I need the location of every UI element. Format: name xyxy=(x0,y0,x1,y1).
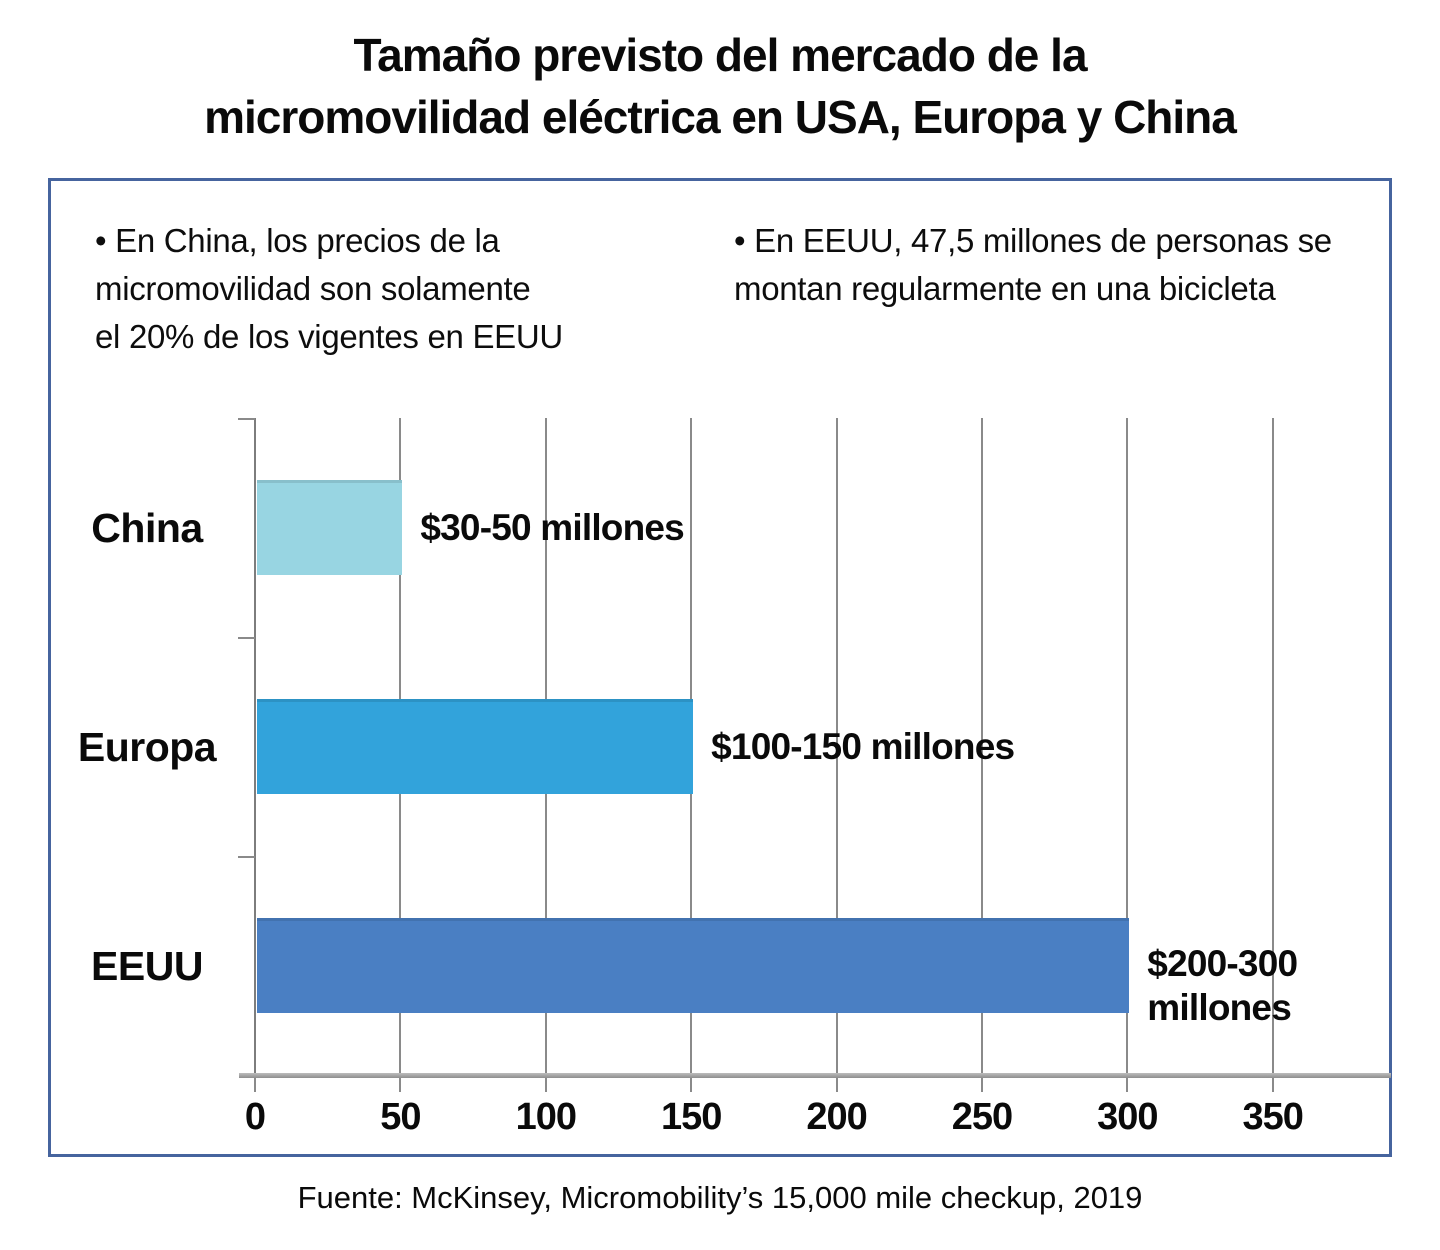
gridline-200 xyxy=(835,418,838,1075)
bar-europa xyxy=(257,699,694,794)
x-tick-label-50: 50 xyxy=(380,1096,421,1138)
source-text: Fuente: McKinsey, Micromobility’s 15,000… xyxy=(297,1180,1143,1215)
y-tick-mark-0 xyxy=(238,418,255,420)
gridline-250 xyxy=(980,418,983,1075)
gridline-0 xyxy=(254,418,256,1075)
category-label-europa: Europa xyxy=(77,723,217,770)
chart-title-line-2: micromovilidad eléctrica en USA, Europa … xyxy=(204,91,1237,143)
bullet-china-line-2: micromovilidad son solamente xyxy=(95,270,531,307)
x-tick-label-200: 200 xyxy=(806,1096,867,1138)
x-tick-mark-350 xyxy=(1271,1078,1274,1092)
plot-area: 0 50 100 150 200 250 300 350 China $30-50 millone… xyxy=(78,418,1391,1138)
category-label-china: China xyxy=(91,504,203,551)
bullet-eeuu-line-1: • En EEUU, 47,5 millones de personas se xyxy=(734,222,1332,259)
value-label-eeuu: $200-300 millones xyxy=(1147,942,1298,1030)
x-tick-label-350: 350 xyxy=(1242,1096,1303,1138)
bar-china xyxy=(257,480,403,575)
x-tick-mark-150 xyxy=(690,1078,693,1092)
x-tick-label-150: 150 xyxy=(660,1096,722,1138)
value-label-eeuu-line-1: $200-300 xyxy=(1147,942,1298,984)
value-label-eeuu-line-2: millones xyxy=(1147,986,1292,1028)
x-tick-label-0: 0 xyxy=(244,1096,266,1138)
y-tick-mark-2 xyxy=(238,856,255,858)
bullet-china-note: • En China, los precios de la micromovil… xyxy=(95,217,563,361)
x-tick-label-100: 100 xyxy=(515,1096,577,1138)
x-tick-mark-300 xyxy=(1126,1078,1129,1092)
bullet-eeuu-line-2: montan regularmente en una bicicleta xyxy=(734,270,1276,307)
value-label-china: $30-50 millones xyxy=(420,506,684,550)
x-tick-mark-100 xyxy=(544,1078,547,1092)
bar-eeuu xyxy=(257,918,1130,1013)
bullet-china-line-3: el 20% de los vigentes en EEUU xyxy=(95,318,563,355)
x-tick-mark-200 xyxy=(835,1078,838,1092)
value-label-china-line-1: $30-50 millones xyxy=(420,506,684,548)
gridline-350 xyxy=(1271,418,1274,1075)
x-tick-label-300: 300 xyxy=(1097,1096,1158,1138)
category-label-eeuu: EEUU xyxy=(91,942,203,989)
x-axis-line xyxy=(239,1073,1391,1078)
gridline-300 xyxy=(1126,418,1129,1075)
bullet-china-line-1: • En China, los precios de la xyxy=(95,222,500,259)
chart-panel: • En China, los precios de la micromovil… xyxy=(48,178,1392,1157)
y-tick-mark-1 xyxy=(238,637,255,639)
chart-title-line-1: Tamaño previsto del mercado de la xyxy=(353,29,1087,81)
value-label-europa: $100-150 millones xyxy=(711,725,1015,769)
value-label-europa-line-1: $100-150 millones xyxy=(711,725,1015,767)
x-tick-mark-0 xyxy=(254,1078,256,1092)
chart-title: Tamaño previsto del mercado de la microm… xyxy=(0,24,1440,148)
x-tick-label-250: 250 xyxy=(951,1096,1013,1138)
x-tick-mark-250 xyxy=(980,1078,983,1092)
x-tick-mark-50 xyxy=(399,1078,402,1092)
bullet-eeuu-note: • En EEUU, 47,5 millones de personas se … xyxy=(734,217,1332,313)
